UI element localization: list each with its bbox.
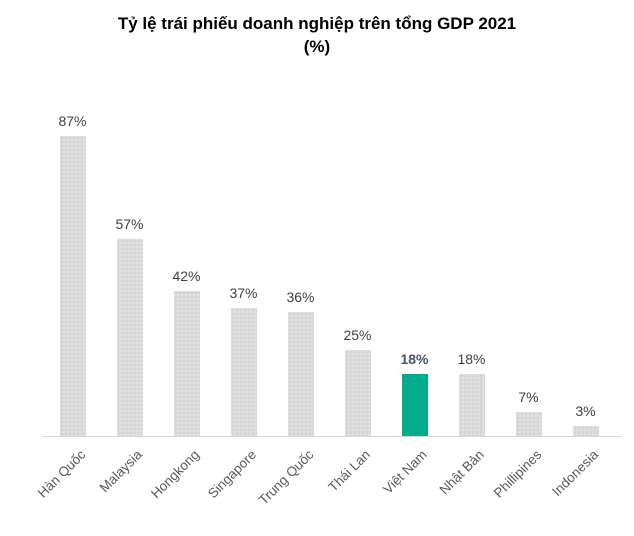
x-axis-label-wrap: Trung Quốc [255,437,329,536]
plot-area: 87% 57% 42% 37% 36% 25% 18% 18% 7% 3% [44,90,614,436]
bar-column: 3% [557,90,614,436]
chart-title-line1: Tỷ lệ trái phiếu doanh nghiệp trên tổng … [117,14,517,33]
bar-column: 25% [329,90,386,436]
x-axis-label-wrap: Nhật Bản [437,437,500,536]
bar [515,412,542,436]
bar-value-label: 3% [575,403,596,419]
bar-value-label: 57% [115,216,144,232]
bar-value-label: 36% [286,289,315,305]
chart-title-line2: (%) [303,37,331,57]
chart-title: Tỷ lệ trái phiếu doanh nghiệp trên tổng … [0,12,634,59]
x-axis-label-wrap: Phillipines [491,437,557,536]
bar [344,350,371,436]
x-axis-labels: Hàn Quốc Malaysia Hongkong Singapore Trung Q… [35,437,614,536]
x-axis-label-wrap: Hongkong [148,437,215,536]
bar [59,136,86,436]
x-axis-label-wrap: Malaysia [97,437,158,536]
bar-column: 7% [500,90,557,436]
x-axis-label: Malaysia [96,447,146,496]
bar-highlighted [401,374,428,436]
bar [572,426,599,436]
bar [230,308,257,436]
bar-value-label: 87% [58,113,87,129]
bar [116,239,143,436]
x-axis-label: Hàn Quốc [34,447,89,501]
x-axis-line [43,436,621,437]
bar-value-label: 25% [343,327,372,343]
x-axis-label: Nhật Bản [436,447,488,498]
x-axis-label-wrap: Hàn Quốc [35,437,101,536]
x-axis-label: Việt Nam [380,447,431,497]
x-axis-label-wrap: Singapore [205,437,272,536]
bar-value-label: 18% [457,351,486,367]
bar-column: 42% [158,90,215,436]
x-axis-label-wrap: Việt Nam [380,437,443,536]
x-axis-label-wrap: Thái Lan [325,437,386,536]
bar-value-label: 7% [518,389,539,405]
bar-column: 57% [101,90,158,436]
bar [458,374,485,436]
bar [173,291,200,436]
bar-value-label: 18% [400,351,429,367]
bar-column: 18% [443,90,500,436]
bar-column: 36% [272,90,329,436]
bar [287,312,314,436]
x-axis-label-wrap: Indonesia [549,437,614,536]
bar-value-label: 42% [172,268,201,284]
bar-column: 37% [215,90,272,436]
x-axis-label: Indonesia [549,447,602,500]
x-axis-label: Thái Lan [325,447,374,495]
bar-column: 87% [44,90,101,436]
bar-column: 18% [386,90,443,436]
bar-value-label: 37% [229,285,258,301]
